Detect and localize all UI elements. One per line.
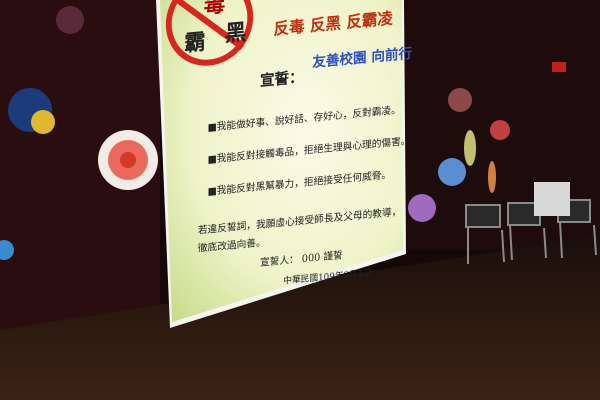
exit-sign: [552, 62, 566, 72]
flower-decoration: [0, 240, 14, 260]
balloon: [31, 110, 55, 134]
flower-decoration: [120, 152, 136, 168]
logo-text: 黑: [225, 20, 247, 47]
flower-decoration: [438, 158, 466, 186]
balloon: [490, 120, 510, 140]
flower-decoration: [408, 194, 436, 222]
balloon: [448, 88, 472, 112]
logo-text: 霸: [184, 30, 205, 57]
projection-screen: [160, 0, 403, 322]
balloon: [56, 6, 84, 34]
stage-floor: [0, 235, 600, 400]
logo-slash: [172, 0, 245, 51]
oath-title: 宣誓：: [260, 68, 304, 90]
logo-circle: [165, 0, 254, 66]
flower-decoration: [488, 161, 496, 193]
flower-decoration: [464, 130, 476, 166]
fan: [534, 182, 570, 216]
logo-text: 毒: [204, 0, 226, 19]
